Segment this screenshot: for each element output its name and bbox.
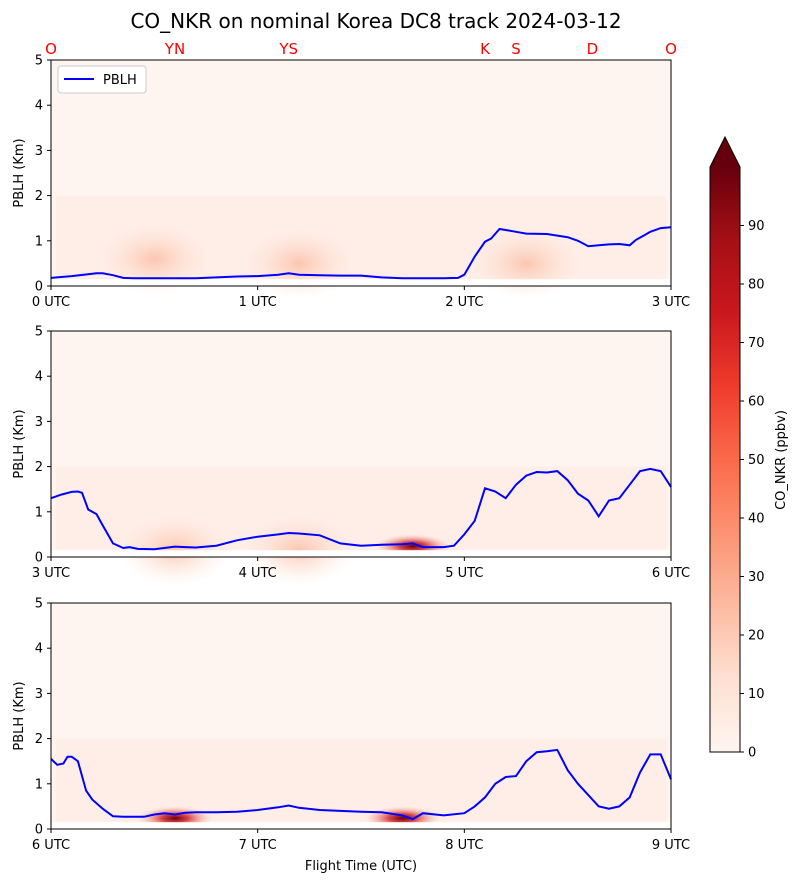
y-tick-label: 1 bbox=[35, 777, 43, 792]
location-label: O bbox=[45, 40, 57, 58]
x-tick-label: 7 UTC bbox=[239, 838, 277, 853]
colorbar-tick-label: 0 bbox=[748, 746, 756, 761]
pblh-line bbox=[50, 226, 672, 280]
y-tick-label: 2 bbox=[35, 460, 43, 475]
y-tick-label: 5 bbox=[35, 325, 43, 340]
pblh-line bbox=[50, 467, 672, 551]
surface-mask bbox=[51, 550, 671, 557]
colorbar-tick-label: 40 bbox=[748, 512, 765, 527]
panel-3: 0 1 2 3 4 5 6 UTC 7 UTC 8 UTC 9 UTC PBLH (Km) bbox=[12, 597, 690, 854]
x-tick-label: 6 UTC bbox=[652, 566, 690, 581]
surface-mask bbox=[51, 822, 671, 829]
y-tick-label: 5 bbox=[35, 597, 43, 612]
colorbar-tick-label: 20 bbox=[748, 629, 765, 644]
pblh-line bbox=[50, 748, 672, 821]
y-tick-label: 2 bbox=[35, 732, 43, 747]
x-tick-label: 4 UTC bbox=[239, 566, 277, 581]
y-tick-label: 4 bbox=[35, 370, 43, 385]
colorbar-extend-arrow bbox=[710, 137, 740, 167]
colorbar-label: CO_NKR (ppbv) bbox=[774, 410, 789, 510]
x-tick-label: 0 UTC bbox=[32, 295, 70, 310]
co-hotspot bbox=[471, 228, 582, 299]
y-tick-label: 2 bbox=[35, 189, 43, 204]
co-hotspot bbox=[244, 228, 354, 299]
colorbar-tick-label: 80 bbox=[748, 278, 765, 293]
y-tick-label: 5 bbox=[35, 54, 43, 69]
y-tick-label: 1 bbox=[35, 505, 43, 520]
x-tick-label: 8 UTC bbox=[445, 838, 483, 853]
colorbar: 0 10 20 30 40 50 60 70 80 90 CO_NKR (ppbv) bbox=[709, 135, 789, 761]
x-tick-label: 3 UTC bbox=[652, 295, 690, 310]
panel-1: 0 1 2 3 4 5 0 UTC 1 UTC 2 UTC 3 UTC PBLH (Km) PBLH bbox=[12, 54, 690, 311]
location-label: O bbox=[665, 40, 677, 58]
location-label: YN bbox=[164, 40, 185, 58]
y-tick-label: 0 bbox=[35, 823, 43, 838]
x-tick-label: 2 UTC bbox=[445, 295, 483, 310]
chart-title: CO_NKR on nominal Korea DC8 track 2024-0… bbox=[130, 9, 621, 33]
y-axis-label: PBLH (Km) bbox=[12, 138, 27, 207]
y-axis-label: PBLH (Km) bbox=[12, 409, 27, 478]
colorbar-fill bbox=[710, 167, 740, 752]
y-tick-label: 3 bbox=[35, 415, 43, 430]
location-label: K bbox=[480, 40, 491, 58]
colorbar-outline bbox=[709, 135, 741, 753]
location-label: S bbox=[511, 40, 521, 58]
y-tick-label: 4 bbox=[35, 642, 43, 657]
colorbar-tick-label: 70 bbox=[748, 336, 765, 351]
colorbar-tick-label: 90 bbox=[748, 219, 765, 234]
x-tick-label: 1 UTC bbox=[239, 295, 277, 310]
colorbar-tick-label: 30 bbox=[748, 570, 765, 585]
y-tick-label: 0 bbox=[35, 280, 43, 295]
y-tick-label: 0 bbox=[35, 551, 43, 566]
axes-frame bbox=[50, 330, 672, 558]
location-label: YS bbox=[278, 40, 298, 58]
x-axis-label: Flight Time (UTC) bbox=[305, 859, 417, 874]
x-tick-label: 5 UTC bbox=[445, 566, 483, 581]
colorbar-tick-label: 60 bbox=[748, 395, 765, 410]
x-tick-label: 9 UTC bbox=[652, 838, 690, 853]
location-labels: O YN YS K S D O bbox=[45, 40, 677, 58]
y-tick-label: 3 bbox=[35, 144, 43, 159]
colorbar-tick-label: 50 bbox=[748, 453, 765, 468]
y-tick-label: 3 bbox=[35, 687, 43, 702]
location-label: D bbox=[587, 40, 599, 58]
y-tick-label: 1 bbox=[35, 234, 43, 249]
y-tick-label: 4 bbox=[35, 99, 43, 114]
x-tick-label: 6 UTC bbox=[32, 838, 70, 853]
panel-2: 0 1 2 3 4 5 3 UTC 4 UTC 5 UTC 6 UTC PBLH (Km) bbox=[12, 325, 690, 586]
surface-mask bbox=[51, 279, 671, 286]
axes-frame bbox=[50, 59, 672, 287]
legend-box bbox=[57, 65, 147, 94]
legend-label: PBLH bbox=[103, 73, 137, 88]
co-hotspot bbox=[99, 223, 210, 294]
legend: PBLH bbox=[57, 65, 147, 94]
y-axis-label: PBLH (Km) bbox=[12, 681, 27, 750]
x-tick-label: 3 UTC bbox=[32, 566, 70, 581]
axes-frame bbox=[50, 602, 672, 830]
colorbar-tick-label: 10 bbox=[748, 687, 765, 702]
x-axis-label-group: Flight Time (UTC) bbox=[305, 859, 417, 874]
